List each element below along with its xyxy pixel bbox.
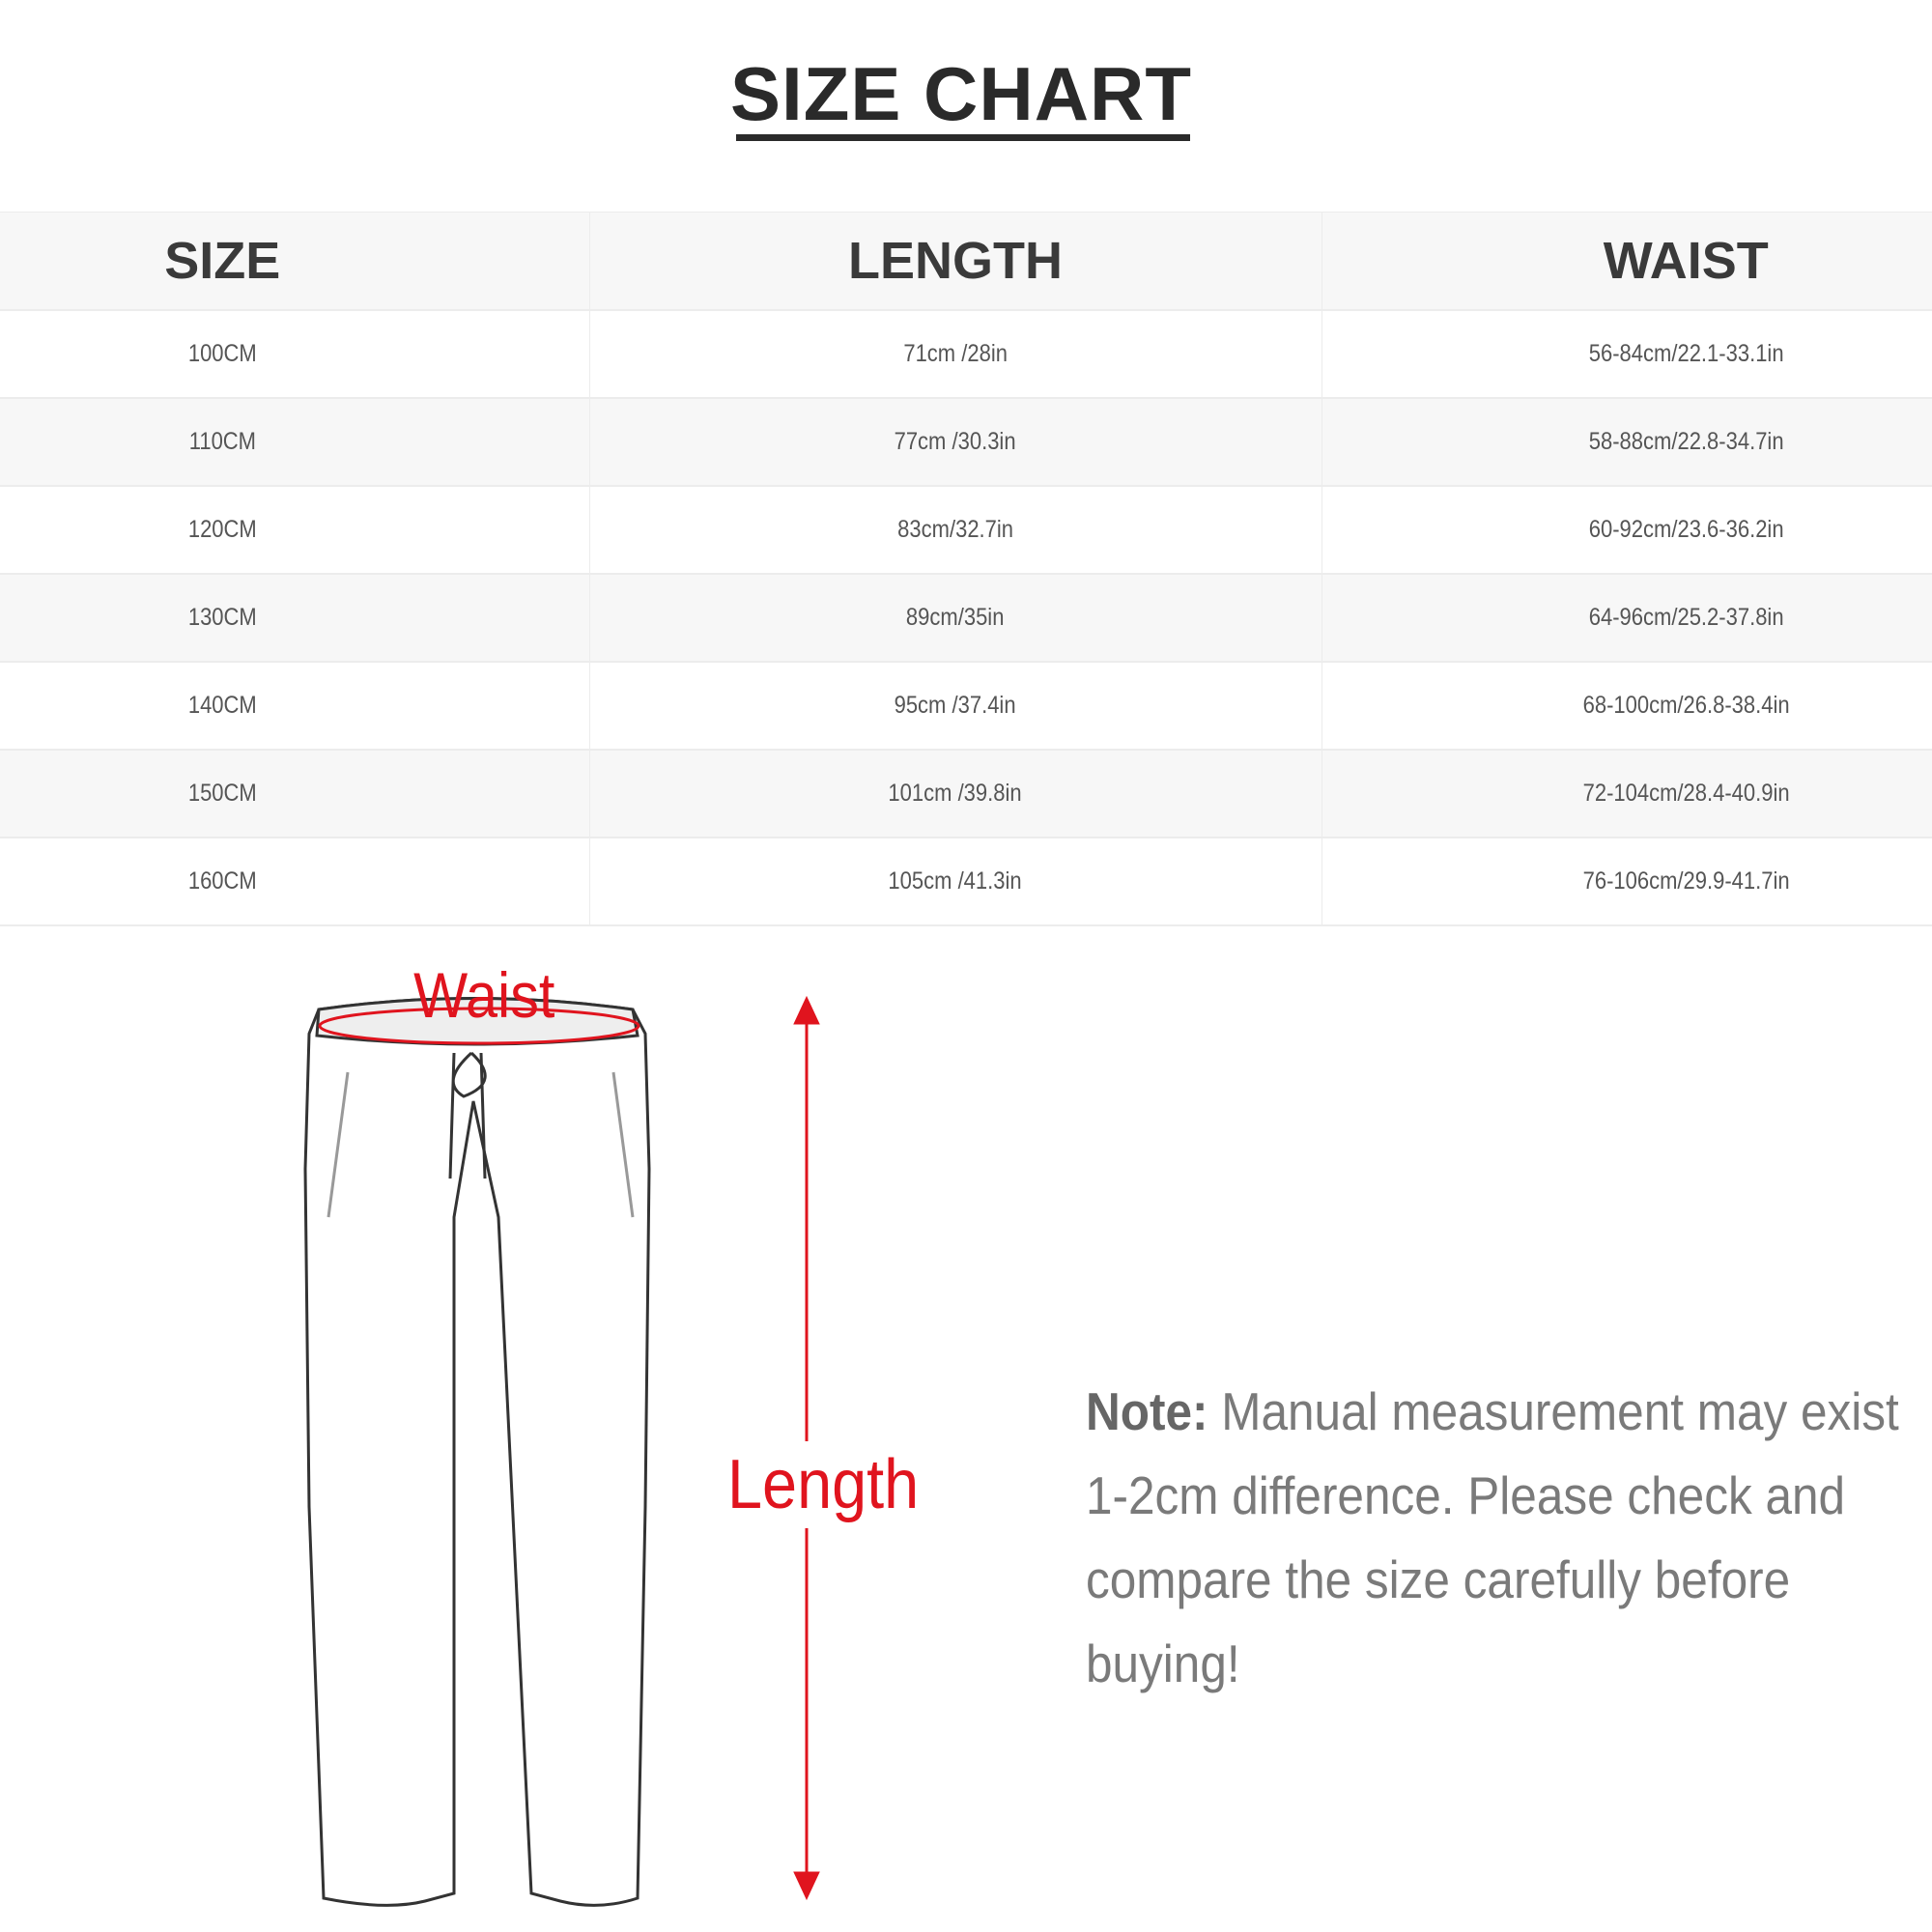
cell-size-text: 150CM [187,780,257,807]
cell-length: 77cm /30.3in [589,398,1322,487]
cell-length: 105cm /41.3in [589,838,1322,926]
length-label: Length [727,1441,920,1528]
pants-diagram [303,995,820,1907]
cell-size: 100CM [0,310,590,399]
cell-length-text: 101cm /39.8in [888,780,1023,807]
note-text: Note: Manual measurement may exist 1-2cm… [1086,1370,1920,1706]
cell-size-text: 110CM [188,428,256,455]
cell-size: 130CM [0,574,590,663]
title-underline [736,134,1190,141]
page-title: SIZE CHART [730,51,1192,136]
cell-size-text: 130CM [187,604,257,631]
cell-waist-text: 72-104cm/28.4-40.9in [1582,780,1790,807]
table-row: 130CM 89cm/35in 64-96cm/25.2-37.8in [0,574,1932,663]
cell-waist-text: 76-106cm/29.9-41.7in [1582,867,1790,895]
header-waist: WAIST [1321,212,1932,311]
waist-marker [318,1007,640,1045]
cell-length: 83cm/32.7in [589,486,1322,575]
size-table: SIZE LENGTH WAIST 100CM 71cm /28in 56-84cm… [0,212,1932,926]
cell-size: 120CM [0,486,590,575]
cell-size: 150CM [0,750,590,838]
table-row: 120CM 83cm/32.7in 60-92cm/23.6-36.2in [0,486,1932,575]
cell-size-text: 140CM [187,692,257,719]
cell-size: 140CM [0,662,590,751]
cell-waist: 56-84cm/22.1-33.1in [1321,310,1932,399]
cell-length-text: 77cm /30.3in [895,428,1016,455]
pants-outline-icon [303,997,651,1907]
header-size: SIZE [0,212,590,311]
cell-length: 71cm /28in [589,310,1322,399]
cell-waist: 64-96cm/25.2-37.8in [1321,574,1932,663]
cell-length-text: 89cm/35in [906,604,1005,631]
cell-size: 160CM [0,838,590,926]
table-row: 160CM 105cm /41.3in 76-106cm/29.9-41.7in [0,838,1932,926]
cell-waist: 60-92cm/23.6-36.2in [1321,486,1932,575]
note-prefix: Note: [1086,1381,1208,1441]
table-row: 100CM 71cm /28in 56-84cm/22.1-33.1in [0,310,1932,399]
cell-waist-text: 60-92cm/23.6-36.2in [1588,516,1784,543]
cell-length-text: 105cm /41.3in [888,867,1023,895]
table-header-row: SIZE LENGTH WAIST [0,212,1932,311]
table-row: 140CM 95cm /37.4in 68-100cm/26.8-38.4in [0,662,1932,751]
cell-length-text: 95cm /37.4in [895,692,1016,719]
cell-length: 101cm /39.8in [589,750,1322,838]
cell-waist: 68-100cm/26.8-38.4in [1321,662,1932,751]
header-length: LENGTH [589,212,1322,311]
cell-size-text: 120CM [187,516,257,543]
table-row: 150CM 101cm /39.8in 72-104cm/28.4-40.9in [0,750,1932,838]
cell-length-text: 83cm/32.7in [897,516,1013,543]
cell-length: 89cm/35in [589,574,1322,663]
cell-waist-text: 56-84cm/22.1-33.1in [1588,340,1784,367]
cell-waist: 76-106cm/29.9-41.7in [1321,838,1932,926]
table-row: 110CM 77cm /30.3in 58-88cm/22.8-34.7in [0,398,1932,487]
waist-label: Waist [413,959,555,1031]
cell-size-text: 100CM [187,340,257,367]
cell-size: 110CM [0,398,590,487]
cell-waist: 58-88cm/22.8-34.7in [1321,398,1932,487]
cell-length: 95cm /37.4in [589,662,1322,751]
note-body: Manual measurement may exist 1-2cm diffe… [1086,1381,1899,1693]
cell-waist-text: 68-100cm/26.8-38.4in [1582,692,1790,719]
cell-waist-text: 58-88cm/22.8-34.7in [1588,428,1784,455]
cell-length-text: 71cm /28in [903,340,1008,367]
cell-size-text: 160CM [187,867,257,895]
cell-waist: 72-104cm/28.4-40.9in [1321,750,1932,838]
cell-waist-text: 64-96cm/25.2-37.8in [1588,604,1784,631]
